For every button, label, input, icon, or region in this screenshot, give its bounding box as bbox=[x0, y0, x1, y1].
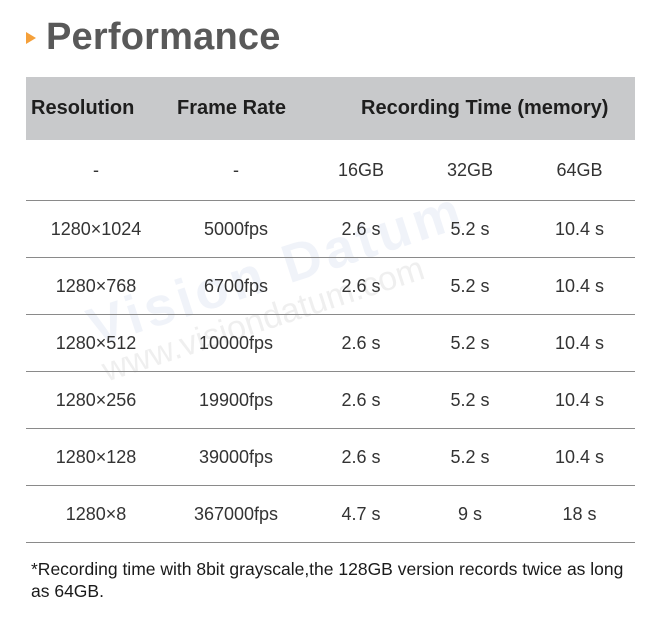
page-title: Performance bbox=[46, 15, 281, 58]
table-row: 1280×1024 5000fps 2.6 s 5.2 s 10.4 s bbox=[26, 201, 635, 258]
cell-frame-rate: 5000fps bbox=[203, 218, 269, 239]
table-subheader-row: - - 16GB 32GB 64GB bbox=[26, 140, 635, 201]
cell-frame-rate: - bbox=[233, 159, 239, 180]
cell-time-32gb: 5.2 s bbox=[450, 332, 490, 353]
cell-time-64gb: 10.4 s bbox=[554, 446, 605, 467]
cell-frame-rate: 19900fps bbox=[198, 389, 274, 410]
cell-time-16gb: 4.7 s bbox=[341, 503, 381, 524]
cell-time-32gb: 5.2 s bbox=[450, 446, 490, 467]
cell-memory-32gb: 32GB bbox=[446, 159, 494, 180]
triangle-bullet-icon bbox=[26, 32, 36, 44]
cell-resolution: 1280×128 bbox=[55, 446, 137, 467]
section-title: Performance bbox=[26, 14, 281, 60]
cell-time-32gb: 9 s bbox=[457, 503, 482, 524]
header-frame-rate: Frame Rate bbox=[177, 97, 286, 119]
table-row: 1280×512 10000fps 2.6 s 5.2 s 10.4 s bbox=[26, 315, 635, 372]
cell-time-32gb: 5.2 s bbox=[450, 389, 490, 410]
footnote: *Recording time with 8bit grayscale,the … bbox=[31, 559, 624, 601]
table-row: 1280×128 39000fps 2.6 s 5.2 s 10.4 s bbox=[26, 429, 635, 486]
cell-time-64gb: 10.4 s bbox=[554, 275, 605, 296]
cell-frame-rate: 6700fps bbox=[203, 275, 269, 296]
cell-resolution: 1280×8 bbox=[65, 503, 127, 524]
cell-frame-rate: 367000fps bbox=[193, 503, 279, 524]
cell-time-64gb: 10.4 s bbox=[554, 332, 605, 353]
table-row: 1280×8 367000fps 4.7 s 9 s 18 s bbox=[26, 486, 635, 543]
cell-frame-rate: 10000fps bbox=[198, 332, 274, 353]
cell-time-64gb: 10.4 s bbox=[554, 218, 605, 239]
table-row: 1280×256 19900fps 2.6 s 5.2 s 10.4 s bbox=[26, 372, 635, 429]
cell-time-16gb: 2.6 s bbox=[341, 218, 381, 239]
cell-frame-rate: 39000fps bbox=[198, 446, 274, 467]
cell-time-64gb: 10.4 s bbox=[554, 389, 605, 410]
cell-time-32gb: 5.2 s bbox=[450, 275, 490, 296]
cell-memory-64gb: 64GB bbox=[556, 159, 603, 180]
cell-time-16gb: 2.6 s bbox=[341, 389, 381, 410]
cell-time-16gb: 2.6 s bbox=[341, 446, 381, 467]
cell-resolution: - bbox=[93, 159, 99, 180]
performance-table: Resolution Frame Rate Recording Time (me… bbox=[26, 77, 635, 543]
table-header: Resolution Frame Rate Recording Time (me… bbox=[26, 77, 635, 140]
cell-resolution: 1280×512 bbox=[55, 332, 137, 353]
cell-time-16gb: 2.6 s bbox=[341, 275, 381, 296]
cell-time-16gb: 2.6 s bbox=[341, 332, 381, 353]
cell-time-32gb: 5.2 s bbox=[450, 218, 490, 239]
cell-memory-16gb: 16GB bbox=[337, 159, 385, 180]
cell-time-64gb: 18 s bbox=[562, 503, 597, 524]
cell-resolution: 1280×1024 bbox=[50, 218, 142, 239]
header-resolution: Resolution bbox=[31, 97, 135, 119]
table-row: 1280×768 6700fps 2.6 s 5.2 s 10.4 s bbox=[26, 258, 635, 315]
cell-resolution: 1280×256 bbox=[55, 389, 137, 410]
cell-resolution: 1280×768 bbox=[55, 275, 137, 296]
header-recording-time: Recording Time (memory) bbox=[361, 97, 609, 119]
